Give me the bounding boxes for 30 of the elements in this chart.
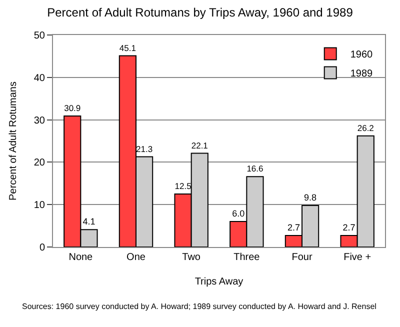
x-tick-label: Five +	[344, 252, 372, 263]
legend-label: 1960	[350, 50, 374, 61]
y-tick-label: 20	[34, 158, 46, 169]
y-tick-label: 0	[39, 242, 46, 254]
x-tick-label: Four	[292, 252, 313, 263]
x-axis-title: Trips Away	[194, 276, 244, 288]
legend-label: 1989	[350, 68, 374, 80]
data-label: 9.8	[304, 192, 317, 202]
data-label: 12.5	[174, 181, 192, 192]
data-label: 2.7	[287, 222, 300, 233]
data-label: 4.1	[82, 216, 96, 227]
y-tick-label: 50	[34, 30, 46, 42]
y-tick-label: 10	[34, 200, 46, 212]
data-label: 2.7	[342, 222, 356, 233]
data-label: 45.1	[119, 42, 136, 53]
y-axis-title: Percent of Adult Rotumans	[8, 82, 19, 200]
data-label: 6.0	[232, 208, 245, 219]
data-label: 21.3	[136, 144, 153, 154]
data-label: 30.9	[64, 103, 81, 114]
x-tick-label: Three	[234, 252, 260, 263]
x-tick-label: One	[126, 252, 146, 263]
x-tick-label: None	[68, 252, 94, 263]
data-label: 22.1	[191, 140, 208, 150]
x-tick-label: Two	[182, 252, 201, 263]
chart-title: Percent of Adult Rotumans by Trips Away, 1960 and 1989	[47, 6, 354, 20]
data-label: 16.6	[246, 164, 264, 174]
y-tick-label: 30	[34, 115, 46, 126]
y-tick-label: 40	[34, 72, 46, 84]
data-label: 26.2	[357, 123, 374, 134]
source-note: Sources: 1960 survey conducted by A. Howard; 1989 survey conducted by A. Howard and J. Rensel	[22, 302, 377, 311]
